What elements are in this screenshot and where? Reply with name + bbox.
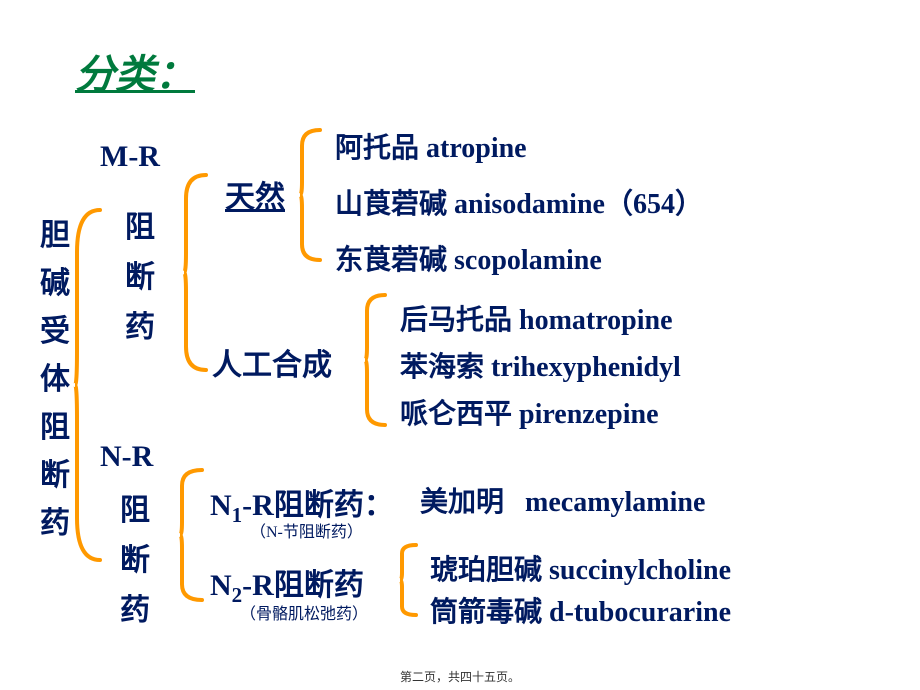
- n2-drug-cn-0: 琥珀胆碱: [430, 555, 542, 586]
- n1-drug-cn-0: 美加明: [420, 487, 504, 518]
- synthetic-drug-en-1: trihexyphenidyl: [491, 352, 681, 383]
- root-label-char-5: 断: [40, 450, 70, 494]
- n2-drug-cn-1: 筒箭毒碱: [430, 597, 542, 628]
- brace-natural: [300, 130, 320, 260]
- natural-drug-row-1: 山莨菪碱 anisodamine（654）: [335, 182, 703, 222]
- root-label-char-0: 胆: [40, 210, 70, 254]
- natural-drug-cn-1: 山莨菪碱: [335, 189, 447, 220]
- root-label-char-2: 受: [40, 306, 70, 350]
- n1-drug-row-0: 美加明 mecamylamine: [420, 480, 705, 520]
- n2-drug-row-1: 筒箭毒碱 d-tubocurarine: [430, 590, 731, 630]
- n2-drug-row-0: 琥珀胆碱 succinylcholine: [430, 548, 731, 588]
- nr-heading: N-R: [100, 440, 153, 474]
- mr-sub-char-1: 断: [125, 252, 155, 296]
- root-label-char-3: 体: [40, 354, 70, 398]
- synthetic-drug-en-2: pirenzepine: [519, 399, 658, 430]
- synthetic-drug-row-2: 哌仑西平 pirenzepine: [400, 392, 659, 432]
- synthetic-drug-cn-1: 苯海索: [400, 352, 484, 383]
- root-label-char-1: 碱: [40, 258, 70, 302]
- natural-drug-row-2: 东莨菪碱 scopolamine: [335, 238, 602, 278]
- natural-drug-en-2: scopolamine: [454, 245, 602, 276]
- mr-sub-char-2: 药: [125, 302, 155, 346]
- mr-sub-char-0: 阻: [125, 202, 155, 246]
- synthetic-drug-cn-2: 哌仑西平: [400, 399, 512, 430]
- natural-drug-en-1: anisodamine（654）: [454, 189, 703, 220]
- brace-mr: [184, 175, 206, 370]
- page-footer: 第二页，共四十五页。: [400, 668, 520, 685]
- brace-root: [75, 210, 100, 560]
- nr-sub-char-1: 断: [120, 535, 150, 579]
- page-title: 分类：: [75, 42, 195, 100]
- synthetic-drug-row-1: 苯海索 trihexyphenidyl: [400, 345, 681, 385]
- brace-nr: [180, 470, 202, 600]
- synthetic-drug-en-0: homatropine: [519, 305, 673, 336]
- brace-n2: [400, 545, 416, 615]
- n2-note: （骨骼肌松弛药）: [240, 600, 368, 624]
- root-label-char-6: 药: [40, 498, 70, 542]
- natural-drug-row-0: 阿托品 atropine: [335, 126, 527, 166]
- nr-sub-char-2: 药: [120, 585, 150, 629]
- group-natural-label: 天然: [225, 172, 285, 216]
- nr-sub-char-0: 阻: [120, 485, 150, 529]
- natural-drug-cn-2: 东莨菪碱: [335, 245, 447, 276]
- n2-drug-en-0: succinylcholine: [549, 555, 731, 586]
- synthetic-drug-row-0: 后马托品 homatropine: [400, 298, 673, 338]
- brace-synthetic: [365, 295, 385, 425]
- slide-root: 分类：胆碱受体阻断药M-R阻断药N-R阻断药天然人工合成阿托品 atropine…: [0, 0, 920, 690]
- natural-drug-cn-0: 阿托品: [335, 133, 419, 164]
- n2-drug-en-1: d-tubocurarine: [549, 597, 731, 628]
- mr-heading: M-R: [100, 140, 160, 174]
- natural-drug-en-0: atropine: [426, 133, 527, 164]
- n1-note: （N-节阻断药）: [250, 518, 363, 542]
- synthetic-drug-cn-0: 后马托品: [400, 305, 512, 336]
- root-label-char-4: 阻: [40, 402, 70, 446]
- group-synthetic-label: 人工合成: [212, 340, 332, 384]
- n1-drug-en-0: mecamylamine: [525, 487, 705, 518]
